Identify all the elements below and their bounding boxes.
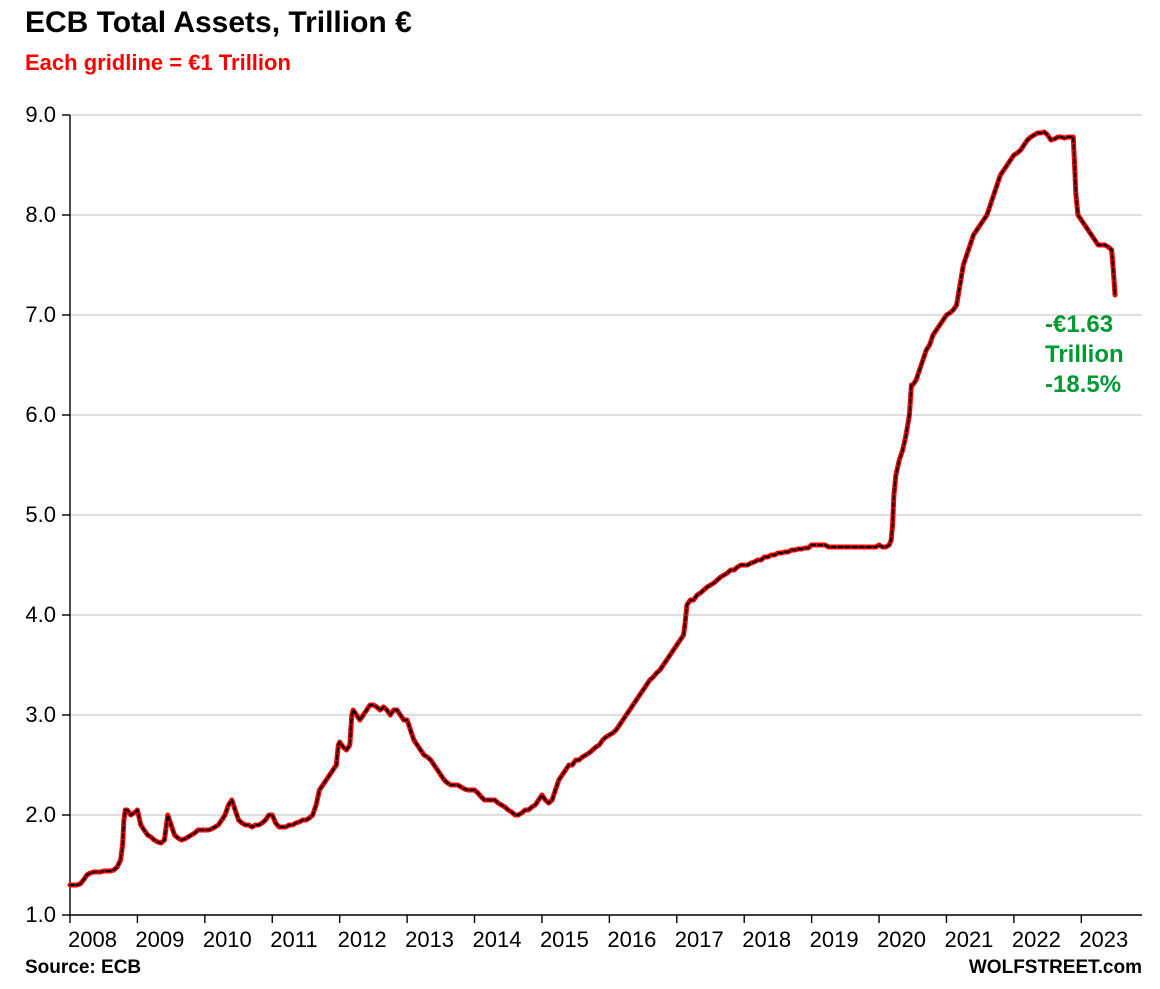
x-tick-label: 2010 <box>203 927 252 953</box>
x-tick-label: 2016 <box>607 927 656 953</box>
x-tick-label: 2019 <box>810 927 859 953</box>
x-tick-label: 2022 <box>1012 927 1061 953</box>
annot-line-1: -€1.63 <box>1045 310 1124 340</box>
y-tick-label: 6.0 <box>25 402 56 428</box>
change-annotation: -€1.63 Trillion -18.5% <box>1045 310 1124 400</box>
x-tick-label: 2012 <box>338 927 387 953</box>
x-tick-label: 2018 <box>742 927 791 953</box>
source-label: Source: ECB <box>25 957 141 979</box>
x-tick-label: 2011 <box>270 927 317 953</box>
x-tick-label: 2009 <box>135 927 184 953</box>
y-tick-label: 5.0 <box>25 502 56 528</box>
chart-container: ECB Total Assets, Trillion € Each gridli… <box>0 0 1160 989</box>
x-tick-label: 2023 <box>1079 927 1128 953</box>
x-tick-label: 2015 <box>540 927 589 953</box>
x-tick-label: 2013 <box>405 927 454 953</box>
annot-line-2: Trillion <box>1045 340 1124 370</box>
annot-line-3: -18.5% <box>1045 370 1124 400</box>
y-tick-label: 2.0 <box>25 802 56 828</box>
x-tick-label: 2021 <box>944 927 993 953</box>
y-tick-label: 7.0 <box>25 302 56 328</box>
site-credit: WOLFSTREET.com <box>969 957 1142 979</box>
plot-area <box>0 0 1160 989</box>
y-tick-label: 9.0 <box>25 102 56 128</box>
x-tick-label: 2017 <box>675 927 724 953</box>
y-tick-label: 3.0 <box>25 702 56 728</box>
y-tick-label: 8.0 <box>25 202 56 228</box>
y-tick-label: 4.0 <box>25 602 56 628</box>
y-tick-label: 1.0 <box>25 902 56 928</box>
x-tick-label: 2014 <box>473 927 522 953</box>
x-tick-label: 2020 <box>877 927 926 953</box>
x-tick-label: 2008 <box>68 927 117 953</box>
